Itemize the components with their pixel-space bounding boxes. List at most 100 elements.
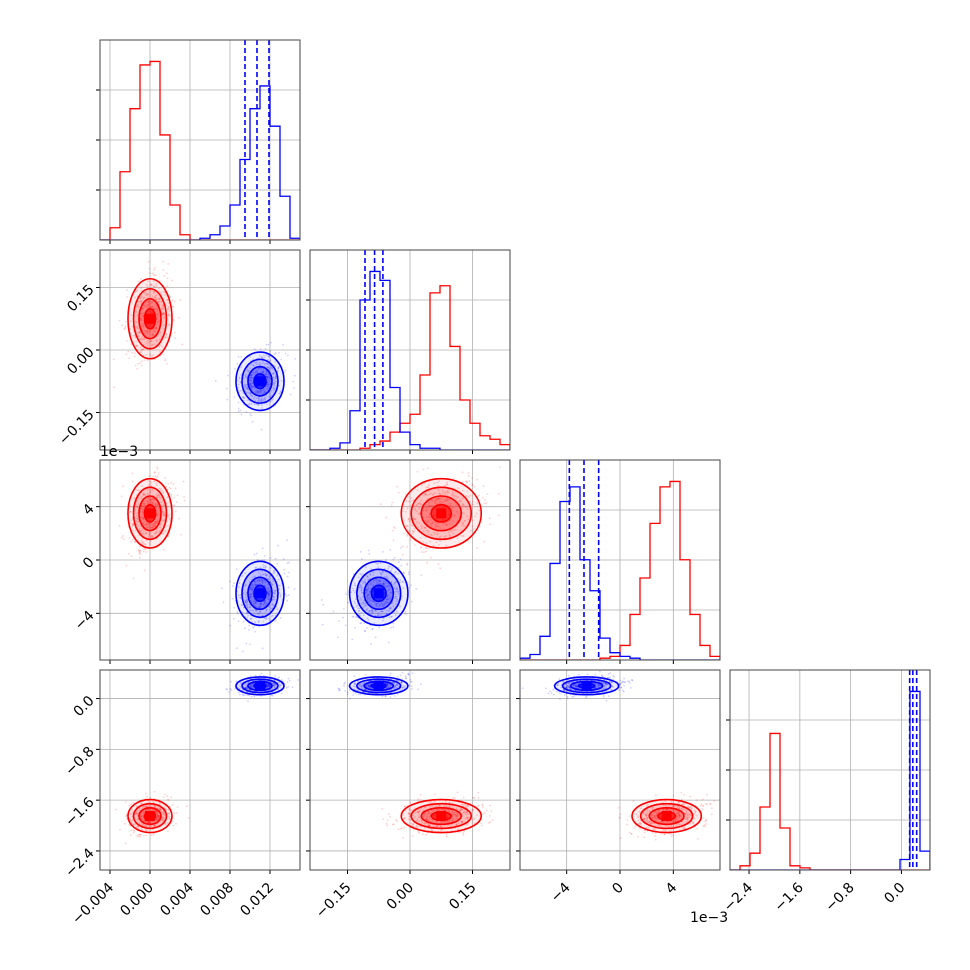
sample-point bbox=[397, 590, 400, 593]
sample-point bbox=[152, 332, 155, 335]
sample-point bbox=[266, 685, 269, 688]
sample-point bbox=[139, 351, 142, 354]
sample-point bbox=[168, 486, 171, 489]
sample-point bbox=[418, 810, 421, 813]
sample-point bbox=[267, 685, 270, 688]
sample-point bbox=[132, 577, 135, 580]
sample-point bbox=[360, 602, 363, 605]
sample-point bbox=[267, 578, 270, 580]
contour-line bbox=[235, 676, 285, 696]
sample-point bbox=[246, 600, 249, 603]
sample-point bbox=[146, 304, 148, 307]
sample-point bbox=[155, 340, 158, 343]
sample-point bbox=[416, 825, 418, 828]
sample-point bbox=[449, 502, 452, 505]
sample-point bbox=[450, 530, 453, 533]
sample-point bbox=[251, 376, 254, 379]
sample-point bbox=[162, 511, 165, 514]
sample-point bbox=[249, 384, 252, 387]
sample-point bbox=[462, 811, 465, 814]
sample-point bbox=[163, 813, 166, 816]
sample-point bbox=[155, 504, 157, 507]
sample-point bbox=[392, 622, 395, 625]
sample-point bbox=[275, 375, 278, 378]
sample-point bbox=[398, 581, 401, 584]
sample-point bbox=[149, 491, 151, 494]
sample-point bbox=[370, 568, 373, 570]
sample-point bbox=[361, 580, 363, 583]
sample-point bbox=[415, 824, 418, 826]
sample-point bbox=[169, 315, 172, 317]
sample-point bbox=[143, 547, 146, 550]
sample-point bbox=[236, 647, 238, 650]
sample-point bbox=[131, 815, 133, 818]
sample-point bbox=[141, 307, 144, 310]
sample-point bbox=[164, 529, 167, 532]
sample-point bbox=[380, 582, 383, 585]
sample-point bbox=[382, 582, 385, 585]
sample-point bbox=[248, 628, 250, 631]
sample-point bbox=[161, 816, 164, 818]
sample-point bbox=[131, 351, 133, 354]
sample-point bbox=[134, 296, 137, 299]
sample-point bbox=[136, 489, 139, 492]
sample-point bbox=[409, 539, 412, 541]
sample-point bbox=[243, 397, 246, 400]
x-tick-label: 0.004 bbox=[157, 880, 197, 920]
sample-point bbox=[430, 556, 432, 559]
sample-point bbox=[148, 532, 151, 534]
sample-point bbox=[140, 318, 143, 321]
sample-point bbox=[163, 275, 166, 277]
sample-point bbox=[167, 301, 169, 304]
sample-point bbox=[168, 817, 171, 820]
sample-point bbox=[388, 565, 391, 568]
panel-frame bbox=[309, 249, 511, 451]
sample-point bbox=[185, 805, 188, 808]
sample-point bbox=[397, 491, 400, 494]
sample-point bbox=[385, 585, 388, 588]
sample-point bbox=[124, 327, 126, 329]
sample-point bbox=[263, 617, 266, 620]
sample-point bbox=[468, 480, 471, 482]
sample-point bbox=[257, 579, 260, 582]
sample-point bbox=[145, 805, 148, 808]
sample-point bbox=[437, 563, 440, 566]
sample-point bbox=[462, 796, 465, 799]
sample-point bbox=[277, 688, 280, 691]
sample-point bbox=[147, 808, 150, 811]
sample-point bbox=[245, 376, 247, 378]
sample-point bbox=[225, 387, 228, 390]
sample-point bbox=[158, 487, 161, 490]
sample-point bbox=[406, 562, 409, 565]
sample-point bbox=[400, 546, 403, 549]
sample-point bbox=[472, 796, 475, 799]
sample-point bbox=[382, 818, 385, 821]
sample-point bbox=[269, 589, 271, 592]
sample-point bbox=[461, 524, 463, 527]
sample-point bbox=[250, 374, 252, 377]
sample-point bbox=[151, 536, 154, 539]
sample-point bbox=[258, 367, 261, 370]
sample-point bbox=[434, 497, 437, 500]
sample-point bbox=[140, 823, 143, 826]
sample-point bbox=[139, 516, 142, 519]
sample-point bbox=[160, 487, 163, 490]
sample-point bbox=[489, 821, 492, 823]
sample-point bbox=[145, 523, 148, 526]
sample-point bbox=[448, 801, 451, 804]
sample-point bbox=[142, 502, 145, 504]
sample-point bbox=[451, 796, 454, 799]
sample-point bbox=[272, 382, 275, 385]
sample-point bbox=[124, 801, 127, 803]
sample-point bbox=[133, 352, 136, 355]
sample-point bbox=[457, 496, 460, 499]
sample-point bbox=[136, 805, 138, 808]
sample-point bbox=[277, 578, 280, 581]
sample-point bbox=[161, 305, 164, 308]
y-tick-label: 0.00 bbox=[64, 344, 97, 377]
sample-point bbox=[406, 534, 409, 537]
sample-point bbox=[435, 541, 438, 544]
sample-point bbox=[129, 328, 131, 330]
sample-point bbox=[396, 820, 399, 823]
sample-point bbox=[386, 601, 389, 604]
